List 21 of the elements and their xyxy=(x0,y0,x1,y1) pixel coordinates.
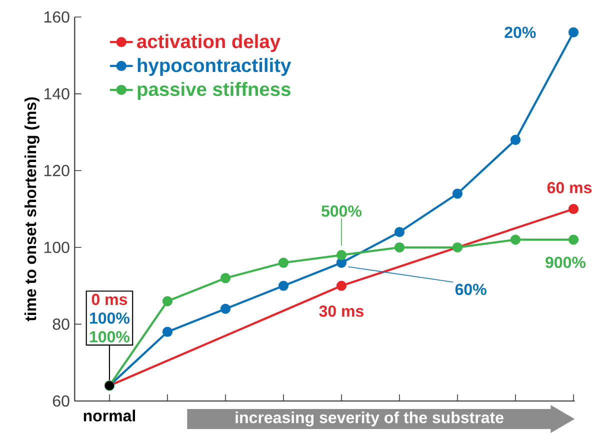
annotation: 20% xyxy=(504,26,536,38)
y-tick-label: 80 xyxy=(52,318,70,330)
annotation: 60 ms xyxy=(547,182,592,194)
y-tick-label: 140 xyxy=(44,88,70,100)
annotation: 100% xyxy=(90,331,130,342)
annotation: 500% xyxy=(322,205,362,217)
annotation: 30 ms xyxy=(319,305,364,317)
annotation: 100% xyxy=(90,312,130,324)
y-tick-label: 160 xyxy=(44,11,70,23)
annotation: 0 ms xyxy=(92,294,128,306)
x-axis-title: increasing severity of the substrate xyxy=(236,412,504,426)
y-tick-label: 120 xyxy=(44,164,70,176)
y-tick-label: 60 xyxy=(52,395,70,407)
legend-label: activation delay xyxy=(137,34,280,52)
x-tick-label: normal xyxy=(84,410,135,422)
legend-label: passive stiffness xyxy=(138,82,290,100)
annotation: 60% xyxy=(455,284,486,296)
annotation: 900% xyxy=(546,256,586,268)
y-axis-title: time to onset shortening (ms) xyxy=(24,97,40,322)
y-tick-label: 100 xyxy=(44,242,70,254)
legend-label: hypocontractility xyxy=(138,58,292,76)
